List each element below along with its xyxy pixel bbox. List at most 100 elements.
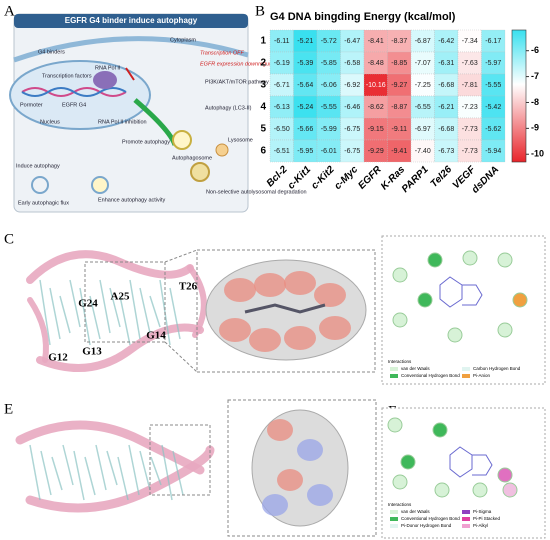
base-stick (139, 450, 151, 491)
cell-label: -6.71 (274, 82, 290, 89)
residue-node (427, 252, 443, 268)
dna-ribbon (26, 250, 194, 284)
legend-item: Pi-Sigma (473, 509, 492, 514)
cell-label: -5.42 (485, 104, 501, 111)
schematic-title: EGFR G4 binder induce autophagy (65, 16, 198, 25)
cell-label: -10.16 (366, 82, 386, 89)
legend-title: Interactions (388, 502, 412, 507)
cell-label: -5.21 (297, 38, 313, 45)
base-stick (40, 450, 52, 496)
legend-swatch (462, 517, 470, 521)
heatmap-cell (481, 117, 506, 141)
dna-ribbon (187, 265, 207, 338)
legend-item: van der Waals (401, 509, 430, 514)
column-label: c-Kit2 (309, 164, 337, 192)
cell-label: -6.17 (485, 38, 501, 45)
column-label: PARP1 (400, 164, 431, 195)
surface-patch (319, 316, 351, 340)
schematic-label: Induce autophagy (16, 163, 60, 169)
residue-label: G12 (48, 352, 68, 364)
base-stick (73, 450, 85, 501)
colorbar-tick-label: -8 (531, 97, 539, 107)
cell-label: -6.42 (438, 38, 454, 45)
residue-node (472, 482, 488, 498)
cell-label: -6.97 (415, 126, 431, 133)
cell-label: -7.73 (462, 126, 478, 133)
legend-item: Carbon Hydrogen Bond (473, 366, 521, 371)
row-label: 5 (260, 124, 266, 135)
panel-label: B (255, 3, 265, 19)
schematic-label: EGFR G4 (62, 102, 86, 108)
cell-label: -6.50 (274, 126, 290, 133)
surface (205, 259, 367, 361)
base-stick (149, 295, 161, 328)
schematic-label: EGFR expression downregulation (200, 61, 282, 67)
schematic-label: Promote autophagy (122, 139, 170, 145)
cell-label: -6.19 (274, 60, 290, 67)
column-label: c-Kit1 (286, 164, 314, 192)
rna-pol (93, 71, 117, 89)
residue-label: G14 (146, 330, 166, 342)
residue-label: G13 (82, 346, 102, 358)
residue-node (497, 467, 513, 483)
cell-label: -6.06 (321, 82, 337, 89)
surface-patch (267, 419, 293, 441)
heatmap-cell (481, 139, 506, 163)
row-label: 3 (260, 80, 266, 91)
colorbar-tick-label: -6 (531, 45, 539, 55)
cell-label: -7.34 (462, 38, 478, 45)
base-stick (49, 287, 61, 340)
cell-label: -6.75 (344, 126, 360, 133)
panel-label: A (4, 3, 15, 19)
surface-patch (277, 469, 303, 491)
residue-node (400, 454, 416, 470)
schematic-label: G4 binders (38, 49, 65, 55)
cell-label: -6.21 (438, 104, 454, 111)
base-stick (29, 444, 41, 501)
base-stick (172, 450, 184, 496)
cell-label: -6.92 (344, 82, 360, 89)
autophagosome (172, 130, 192, 150)
cell-label: -8.87 (391, 104, 407, 111)
residue-node (462, 250, 478, 266)
colorbar-tick-label: -7 (531, 71, 539, 81)
cell-label: -6.01 (321, 148, 337, 155)
residue-node (512, 292, 528, 308)
cell-label: -8.37 (391, 38, 407, 45)
residue-node (392, 267, 408, 283)
cell-label: -8.85 (391, 60, 407, 67)
zoom-box (149, 424, 211, 496)
heatmap-cell (481, 95, 506, 119)
surface-patch (284, 271, 316, 295)
base-stick (51, 456, 63, 491)
cell-label: -9.15 (368, 126, 384, 133)
schematic-title-bar (14, 14, 248, 28)
ligand (244, 303, 326, 314)
surface-patch (284, 326, 316, 350)
heatmap-cell (481, 29, 506, 53)
dna-ribbon (36, 323, 204, 372)
residue-node (392, 474, 408, 490)
base-stick (161, 444, 173, 501)
schematic-label: Cytoplasm (170, 37, 196, 43)
panel-label: E (4, 401, 13, 417)
cell-label: -7.07 (415, 60, 431, 67)
block-mark (125, 67, 135, 81)
cell-label: -5.72 (321, 38, 337, 45)
cell-label: -5.66 (297, 126, 313, 133)
cell-label: -6.58 (344, 60, 360, 67)
column-label: EGFR (356, 164, 384, 192)
cell-label: -6.55 (415, 104, 431, 111)
legend-swatch (462, 524, 470, 528)
ligand-2d (449, 446, 493, 478)
schematic-label: Nucleus (40, 119, 60, 125)
heatmap-cell (481, 73, 506, 97)
legend-item: Conventional Hydrogen Bond (401, 373, 460, 378)
ligand-2d (439, 276, 483, 308)
zoom-box (227, 399, 377, 537)
legend-swatch (390, 510, 398, 514)
residue-node (432, 422, 448, 438)
cell-label: -6.31 (438, 60, 454, 67)
cell-label: -6.51 (274, 148, 290, 155)
